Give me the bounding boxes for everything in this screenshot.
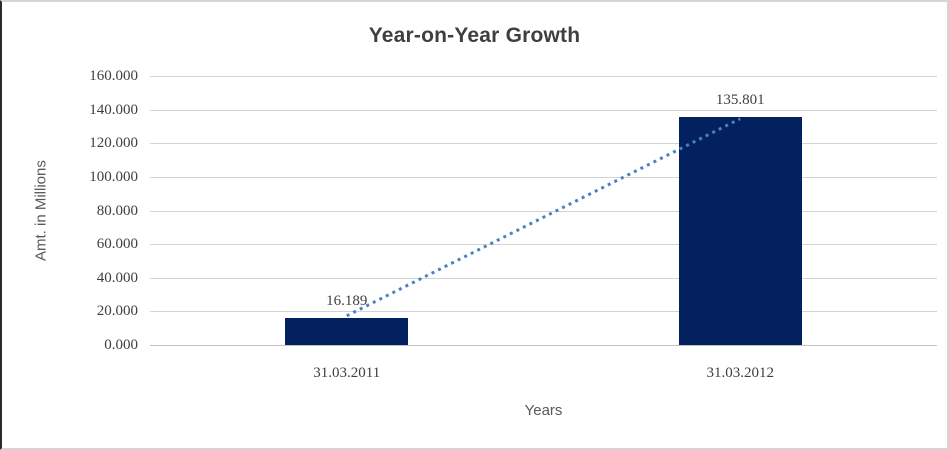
gridline <box>150 277 937 279</box>
y-tick-label: 100.000 <box>89 168 138 185</box>
gridline <box>150 176 937 178</box>
y-tick-label: 160.000 <box>89 68 138 84</box>
gridline <box>150 76 937 77</box>
y-tick-label: 140.000 <box>89 101 138 118</box>
bar-31.03.2012 <box>678 116 802 345</box>
gridline <box>150 345 937 346</box>
gridline <box>150 244 937 246</box>
y-tick-label: 20.000 <box>96 303 138 320</box>
chart-title: Year-on-Year Growth <box>368 24 581 47</box>
bar-31.03.2011 <box>285 317 409 345</box>
y-tick-label: 80.000 <box>96 202 138 219</box>
bar-value-label: 135.801 <box>715 91 765 108</box>
y-tick-label: 0.000 <box>104 337 138 353</box>
trendline <box>346 117 741 318</box>
y-tick-label: 60.000 <box>96 236 138 253</box>
gridline <box>150 210 937 212</box>
gridline <box>150 143 937 145</box>
bar-value-label: 16.189 <box>326 292 368 309</box>
y-tick-label: 120.000 <box>89 135 138 152</box>
x-category-label: 31.03.2011 <box>313 365 381 381</box>
x-category-label: 31.03.2012 <box>706 365 775 381</box>
plot-area <box>150 76 937 346</box>
y-tick-label: 40.000 <box>96 269 138 286</box>
x-axis-title: Years <box>524 402 563 419</box>
gridline <box>150 109 937 111</box>
gridline <box>150 311 937 313</box>
